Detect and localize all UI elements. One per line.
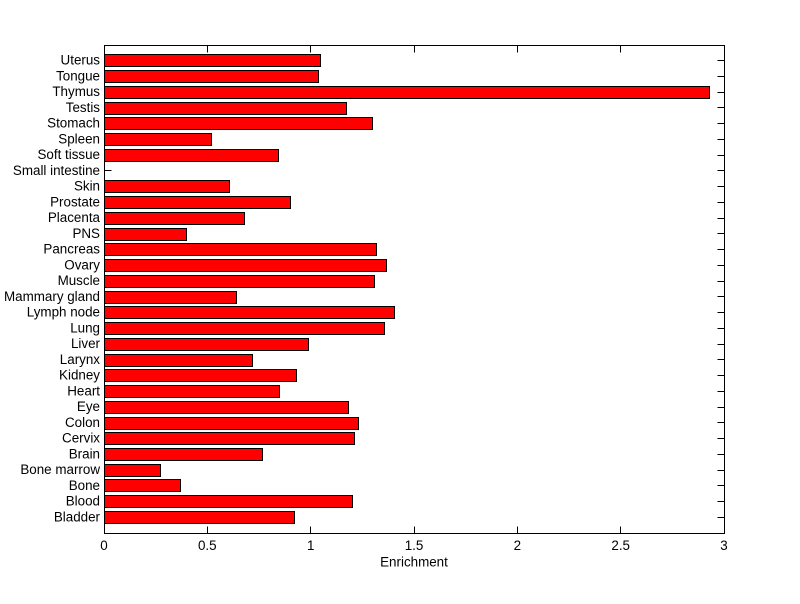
- svg-text:0.5: 0.5: [198, 538, 217, 553]
- svg-text:Larynx: Larynx: [60, 352, 100, 367]
- svg-text:Pancreas: Pancreas: [43, 242, 100, 257]
- svg-text:Bone marrow: Bone marrow: [20, 462, 100, 477]
- svg-text:Bone: Bone: [69, 478, 100, 493]
- svg-text:Brain: Brain: [69, 446, 100, 461]
- svg-text:Lung: Lung: [70, 320, 100, 335]
- svg-text:2: 2: [514, 538, 521, 553]
- svg-text:Skin: Skin: [74, 179, 100, 194]
- svg-text:Thymus: Thymus: [52, 84, 100, 99]
- svg-text:1: 1: [307, 538, 314, 553]
- svg-text:PNS: PNS: [72, 226, 100, 241]
- svg-text:0: 0: [100, 538, 107, 553]
- svg-text:Colon: Colon: [65, 415, 100, 430]
- svg-text:Soft tissue: Soft tissue: [37, 147, 100, 162]
- svg-text:Ovary: Ovary: [64, 257, 100, 272]
- svg-text:Testis: Testis: [66, 100, 101, 115]
- svg-text:Muscle: Muscle: [58, 273, 100, 288]
- svg-text:Enrichment: Enrichment: [380, 555, 448, 570]
- svg-text:2.5: 2.5: [611, 538, 630, 553]
- svg-text:Placenta: Placenta: [48, 210, 101, 225]
- svg-text:Tongue: Tongue: [56, 69, 100, 84]
- svg-text:1.5: 1.5: [405, 538, 424, 553]
- svg-text:Eye: Eye: [77, 399, 100, 414]
- svg-text:Heart: Heart: [67, 383, 100, 398]
- svg-text:Cervix: Cervix: [62, 431, 100, 446]
- svg-text:Stomach: Stomach: [47, 116, 100, 131]
- svg-text:Lymph node: Lymph node: [27, 305, 100, 320]
- svg-text:Prostate: Prostate: [50, 194, 100, 209]
- svg-text:Liver: Liver: [71, 336, 101, 351]
- svg-text:3: 3: [720, 538, 727, 553]
- svg-text:Kidney: Kidney: [59, 368, 100, 383]
- svg-text:Bladder: Bladder: [54, 509, 101, 524]
- svg-text:Mammary gland: Mammary gland: [4, 289, 100, 304]
- svg-text:Small intestine: Small intestine: [13, 163, 100, 178]
- svg-text:Spleen: Spleen: [58, 132, 100, 147]
- svg-text:Blood: Blood: [66, 494, 100, 509]
- svg-text:Uterus: Uterus: [61, 53, 101, 68]
